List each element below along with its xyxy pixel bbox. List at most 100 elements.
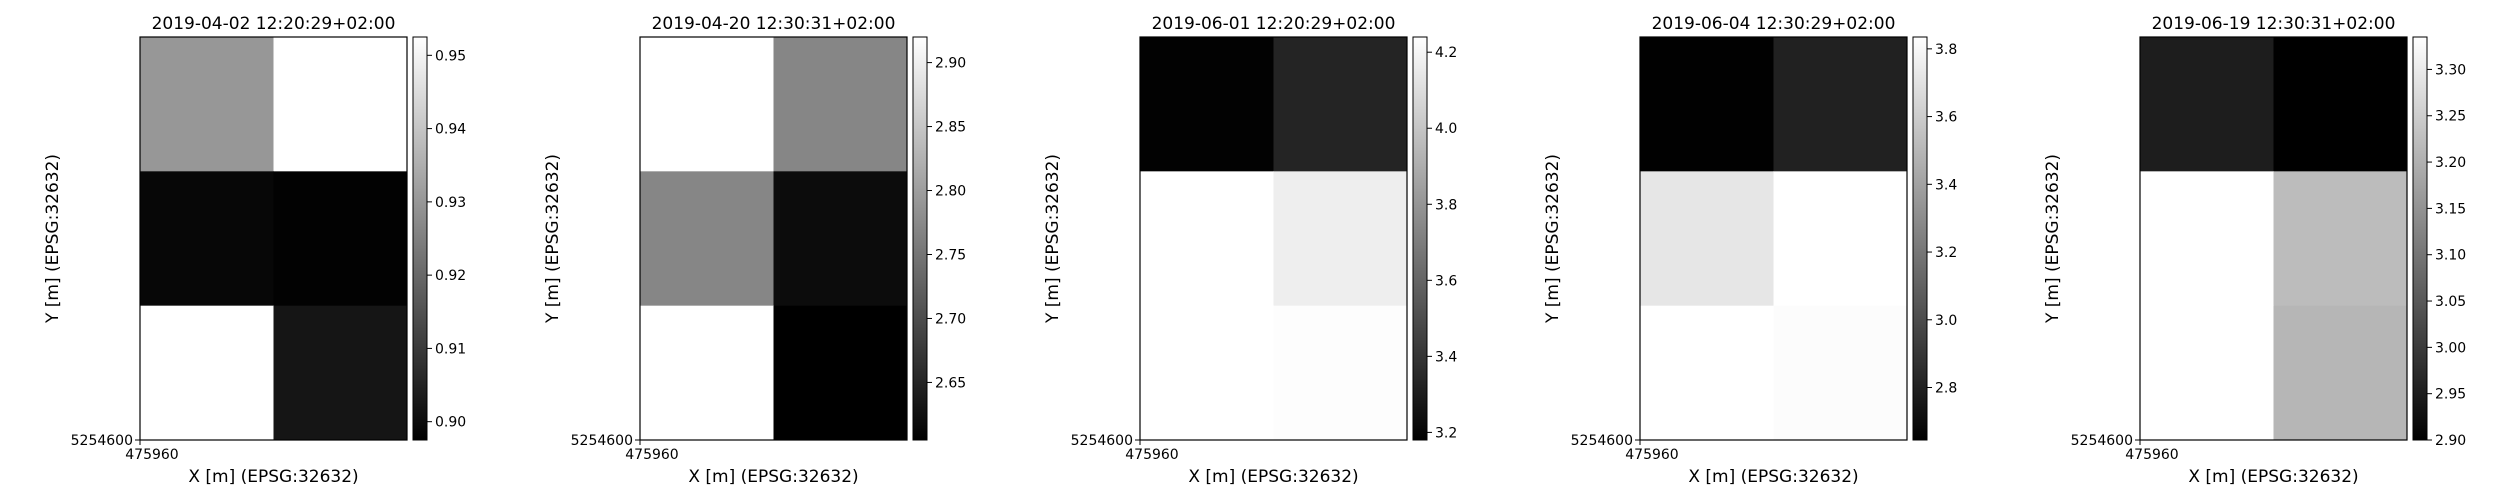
x-axis-label: X [m] (EPSG:32632) bbox=[1188, 467, 1358, 487]
y-tick-label: 5254600 bbox=[2071, 433, 2133, 449]
colorbar-tick-label: 3.0 bbox=[1935, 313, 1957, 329]
heatmap-cell bbox=[773, 37, 908, 172]
colorbar-tick-label: 3.6 bbox=[1935, 110, 1957, 126]
colorbar-tick-label: 3.15 bbox=[2435, 201, 2466, 217]
colorbar-tick-label: 3.4 bbox=[1935, 177, 1957, 193]
heatmap-cell bbox=[1140, 305, 1274, 441]
colorbar-tick-label: 3.25 bbox=[2435, 109, 2466, 125]
heatmap-cell bbox=[2273, 37, 2408, 172]
heatmap-cell bbox=[2140, 37, 2274, 172]
y-tick-label: 5254600 bbox=[1571, 433, 1633, 449]
colorbar-tick-label: 3.2 bbox=[1935, 245, 1957, 261]
heatmap-cell bbox=[1773, 37, 1908, 172]
colorbar-tick-label: 2.70 bbox=[935, 311, 966, 327]
heatmap-cell bbox=[640, 171, 774, 307]
colorbar-tick-label: 2.90 bbox=[935, 56, 966, 72]
chart-title: 2019-04-20 12:30:31+02:00 bbox=[652, 14, 896, 34]
heatmap-cell bbox=[140, 37, 274, 172]
x-axis-label: X [m] (EPSG:32632) bbox=[188, 467, 358, 487]
x-tick-label: 475960 bbox=[1125, 447, 1178, 463]
heatmap-cell bbox=[1640, 171, 1774, 307]
heatmap-cell bbox=[640, 305, 774, 441]
heatmap-cell bbox=[2273, 171, 2408, 307]
colorbar-tick-label: 3.4 bbox=[1435, 349, 1457, 365]
x-axis-label: X [m] (EPSG:32632) bbox=[688, 467, 858, 487]
colorbar-tick-label: 3.8 bbox=[1435, 197, 1457, 213]
colorbar-tick-label: 0.92 bbox=[435, 268, 466, 284]
heatmap-cell bbox=[1640, 37, 1774, 172]
y-axis-label: Y [m] (EPSG:32632) bbox=[1043, 154, 1063, 324]
heatmap-cell bbox=[273, 171, 408, 307]
y-axis-label: Y [m] (EPSG:32632) bbox=[2043, 154, 2063, 324]
colorbar-tick-label: 4.0 bbox=[1435, 121, 1457, 137]
heatmap-cell bbox=[2273, 305, 2408, 441]
y-tick-label: 5254600 bbox=[571, 433, 633, 449]
heatmap-cell bbox=[1773, 305, 1908, 441]
heatmap-cell bbox=[1273, 37, 1408, 172]
heatmap-cell bbox=[140, 171, 274, 307]
colorbar-tick-label: 2.75 bbox=[935, 247, 966, 263]
colorbar-tick-label: 3.30 bbox=[2435, 62, 2466, 78]
heatmap-cell bbox=[773, 171, 908, 307]
colorbar-tick-label: 0.90 bbox=[435, 415, 466, 431]
colorbar-tick-label: 0.91 bbox=[435, 341, 466, 357]
axes-frame bbox=[139, 36, 408, 441]
colorbar-tick-label: 2.8 bbox=[1935, 381, 1957, 397]
x-tick-label: 475960 bbox=[625, 447, 678, 463]
colorbar-tick-label: 3.00 bbox=[2435, 340, 2466, 356]
colorbar bbox=[1412, 36, 1428, 441]
chart-title: 2019-06-01 12:20:29+02:00 bbox=[1152, 14, 1396, 34]
colorbar-tick-label: 3.10 bbox=[2435, 248, 2466, 264]
x-tick-label: 475960 bbox=[2125, 447, 2178, 463]
axes-frame bbox=[2139, 36, 2408, 441]
heatmap-cell bbox=[273, 305, 408, 441]
heatmap-cell bbox=[2140, 171, 2274, 307]
heatmap-cell bbox=[1140, 171, 1274, 307]
colorbar-tick-label: 0.93 bbox=[435, 195, 466, 211]
chart-title: 2019-04-02 12:20:29+02:00 bbox=[152, 14, 396, 34]
heatmap-cell bbox=[1640, 305, 1774, 441]
colorbar-tick-label: 3.6 bbox=[1435, 273, 1457, 289]
colorbar-tick-label: 3.2 bbox=[1435, 425, 1457, 441]
chart-title: 2019-06-19 12:30:31+02:00 bbox=[2152, 14, 2396, 34]
colorbar-tick-label: 4.2 bbox=[1435, 45, 1457, 61]
colorbar-tick-label: 2.85 bbox=[935, 120, 966, 136]
y-tick-label: 5254600 bbox=[1071, 433, 1133, 449]
x-tick-label: 475960 bbox=[1625, 447, 1678, 463]
colorbar-tick-label: 3.05 bbox=[2435, 294, 2466, 310]
colorbar bbox=[2412, 36, 2428, 441]
colorbar-tick-label: 2.80 bbox=[935, 184, 966, 200]
heatmap-cell bbox=[2140, 305, 2274, 441]
heatmap-cell bbox=[140, 305, 274, 441]
y-axis-label: Y [m] (EPSG:32632) bbox=[43, 154, 63, 324]
colorbar-tick-label: 2.90 bbox=[2435, 433, 2466, 449]
colorbar-tick-label: 3.20 bbox=[2435, 155, 2466, 171]
x-axis-label: X [m] (EPSG:32632) bbox=[2188, 467, 2358, 487]
y-axis-label: Y [m] (EPSG:32632) bbox=[1543, 154, 1563, 324]
colorbar-tick-label: 2.95 bbox=[2435, 387, 2466, 403]
x-tick-label: 475960 bbox=[125, 447, 178, 463]
heatmap-cell bbox=[773, 305, 908, 441]
axes-frame bbox=[639, 36, 908, 441]
colorbar-tick-label: 2.65 bbox=[935, 375, 966, 391]
colorbar-tick-label: 0.94 bbox=[435, 122, 466, 138]
axes-frame bbox=[1639, 36, 1908, 441]
chart-title: 2019-06-04 12:30:29+02:00 bbox=[1652, 14, 1896, 34]
heatmap-cell bbox=[1273, 305, 1408, 441]
heatmap-cell bbox=[273, 37, 408, 172]
y-tick-label: 5254600 bbox=[71, 433, 133, 449]
x-axis-label: X [m] (EPSG:32632) bbox=[1688, 467, 1858, 487]
colorbar bbox=[1912, 36, 1928, 441]
heatmap-cell bbox=[640, 37, 774, 172]
y-axis-label: Y [m] (EPSG:32632) bbox=[543, 154, 563, 324]
colorbar-tick-label: 0.95 bbox=[435, 48, 466, 64]
colorbar-tick-label: 3.8 bbox=[1935, 42, 1957, 58]
axes-frame bbox=[1139, 36, 1408, 441]
heatmap-cell bbox=[1273, 171, 1408, 307]
